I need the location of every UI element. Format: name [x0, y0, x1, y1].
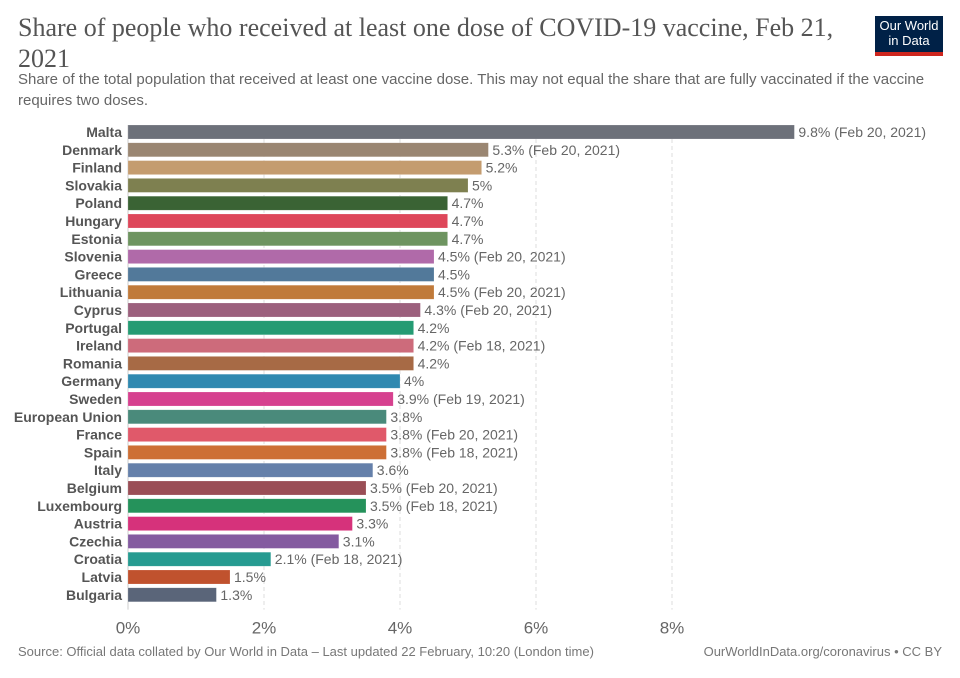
x-axis-ticks: 0% 2% 4% 6% 8% [116, 619, 685, 638]
category-label: Portugal [65, 320, 122, 336]
value-label: 3.8% (Feb 18, 2021) [390, 444, 518, 460]
bar-poland[interactable] [127, 195, 448, 211]
value-label: 3.8% (Feb 20, 2021) [390, 427, 518, 443]
x-tick-label: 4% [388, 619, 413, 638]
category-label: Croatia [74, 551, 122, 567]
category-label: Finland [72, 160, 122, 176]
x-tick-label: 8% [660, 619, 685, 638]
value-label: 5% [472, 177, 492, 193]
bar-croatia[interactable] [127, 551, 272, 567]
category-label: Italy [94, 462, 122, 478]
category-label: Greece [75, 266, 123, 282]
value-label: 3.5% (Feb 18, 2021) [370, 498, 498, 514]
category-label: Estonia [71, 231, 122, 247]
value-label: 4% [404, 373, 424, 389]
value-label: 4.7% [452, 231, 484, 247]
bar-slovakia[interactable] [127, 178, 469, 193]
logo-accent-bar [875, 52, 943, 56]
category-label: Sweden [69, 391, 122, 407]
value-label: 3.6% [377, 462, 409, 478]
category-label: Spain [84, 444, 122, 460]
value-label: 3.5% (Feb 20, 2021) [370, 480, 498, 496]
bar-luxembourg[interactable] [127, 498, 367, 514]
bars [127, 124, 795, 603]
bar-romania[interactable] [127, 356, 414, 371]
value-label: 4.7% [452, 195, 484, 211]
value-label: 2.1% (Feb 18, 2021) [275, 551, 403, 567]
bar-greece[interactable] [127, 267, 435, 282]
chart-title: Share of people who received at least on… [18, 13, 834, 73]
category-label: Latvia [82, 569, 123, 585]
bar-italy[interactable] [127, 462, 374, 478]
bar-malta[interactable] [127, 124, 795, 140]
bar-ireland[interactable] [127, 338, 414, 353]
category-label: Cyprus [74, 302, 122, 318]
category-label: European Union [14, 409, 122, 425]
value-label: 4.2% [418, 355, 450, 371]
bar-denmark[interactable] [127, 142, 489, 158]
bar-lithuania[interactable] [127, 284, 435, 300]
value-label: 4.2% [418, 320, 450, 336]
bar-belgium[interactable] [127, 480, 367, 496]
x-tick-label: 0% [116, 619, 141, 638]
category-label: Austria [74, 516, 122, 532]
bar-latvia[interactable] [127, 569, 231, 585]
value-label: 3.1% [343, 533, 375, 549]
category-label: Slovakia [65, 177, 122, 193]
category-label: Luxembourg [37, 498, 122, 514]
bar-estonia[interactable] [127, 231, 448, 247]
value-label: 9.8% (Feb 20, 2021) [798, 124, 926, 140]
value-labels: 9.8% (Feb 20, 2021) 5.3% (Feb 20, 2021) 5.… [220, 124, 926, 603]
category-label: Germany [61, 373, 122, 389]
value-label: 4.5% [438, 266, 470, 282]
chart-subtitle: Share of the total population that recei… [18, 71, 925, 109]
bar-germany[interactable] [127, 373, 401, 389]
x-tick-label: 2% [252, 619, 277, 638]
bar-slovenia[interactable] [127, 249, 435, 264]
category-label: Hungary [65, 213, 122, 229]
logo-line-2: in Data [888, 33, 930, 48]
bar-france[interactable] [127, 427, 387, 442]
value-label: 3.9% (Feb 19, 2021) [397, 391, 525, 407]
value-label: 4.5% (Feb 20, 2021) [438, 249, 566, 265]
category-label: France [76, 427, 122, 443]
value-label: 3.8% [390, 409, 422, 425]
source-url-link[interactable]: OurWorldInData.org/coronavirus • CC BY [703, 644, 942, 659]
owid-logo[interactable]: Our World in Data [875, 16, 943, 56]
category-label: Ireland [76, 338, 122, 354]
category-label: Malta [86, 124, 122, 140]
value-label: 5.2% [486, 160, 518, 176]
value-label: 4.2% (Feb 18, 2021) [418, 338, 546, 354]
category-label: Romania [63, 355, 122, 371]
value-label: 4.5% (Feb 20, 2021) [438, 284, 566, 300]
bar-austria[interactable] [127, 516, 353, 531]
value-label: 4.3% (Feb 20, 2021) [424, 302, 552, 318]
bar-sweden[interactable] [127, 391, 394, 407]
bar-spain[interactable] [127, 445, 387, 460]
category-label: Belgium [67, 480, 122, 496]
value-label: 3.3% [356, 516, 388, 532]
bar-hungary[interactable] [127, 213, 448, 229]
category-label: Lithuania [60, 284, 122, 300]
bar-cyprus[interactable] [127, 302, 421, 318]
category-label: Denmark [62, 142, 122, 158]
category-label: Czechia [69, 533, 122, 549]
value-label: 1.5% [234, 569, 266, 585]
bar-european-union[interactable] [127, 409, 387, 425]
bar-bulgaria[interactable] [127, 587, 217, 603]
value-label: 1.3% [220, 587, 252, 603]
category-label: Poland [75, 195, 122, 211]
x-tick-label: 6% [524, 619, 549, 638]
category-label: Bulgaria [66, 587, 122, 603]
bar-portugal[interactable] [127, 320, 414, 336]
source-note: Source: Official data collated by Our Wo… [18, 644, 594, 659]
bar-czechia[interactable] [127, 534, 340, 549]
logo-line-1: Our World [879, 18, 939, 33]
bar-finland[interactable] [127, 160, 482, 175]
value-label: 4.7% [452, 213, 484, 229]
value-label: 5.3% (Feb 20, 2021) [492, 142, 620, 158]
category-label: Slovenia [64, 249, 122, 265]
